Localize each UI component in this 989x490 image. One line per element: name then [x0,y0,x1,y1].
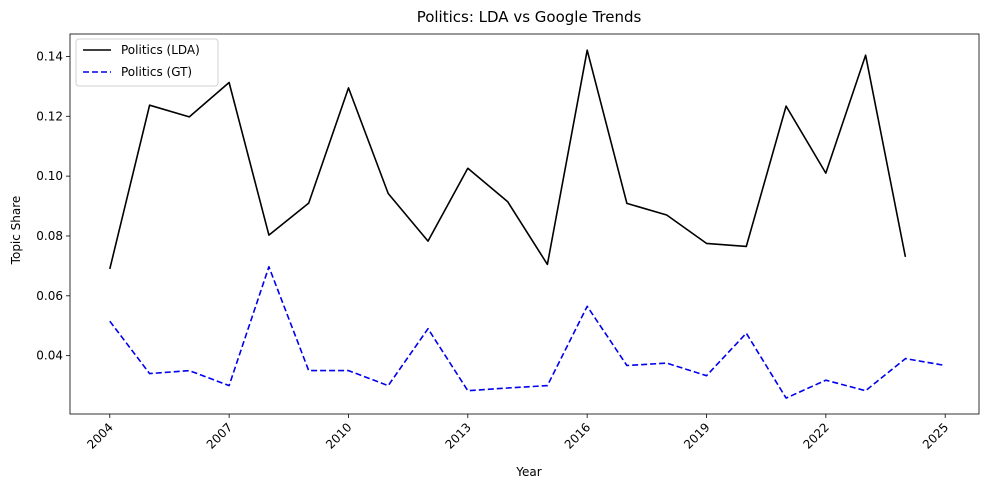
y-tick-label: 0.14 [36,49,63,63]
x-axis-label: Year [515,465,541,479]
chart-title: Politics: LDA vs Google Trends [417,8,642,26]
series-line-1 [109,265,946,399]
legend-box [75,38,219,87]
y-axis-label: Topic Share [9,196,23,266]
plot-area [69,33,980,415]
x-tick-label: 2013 [442,420,473,451]
legend-label-gt: Politics (GT) [121,65,192,79]
series-layer [109,49,946,399]
y-tick-label: 0.10 [36,169,63,183]
y-tick-label: 0.08 [36,229,63,243]
y-tick-label: 0.06 [36,289,63,303]
y-tick-label: 0.12 [36,109,63,123]
series-line-0 [109,49,907,270]
x-tick-label: 2022 [800,420,831,451]
x-tick-label: 2007 [204,420,235,451]
x-tick-label: 2010 [323,420,354,451]
legend: Politics (LDA) Politics (GT) [75,38,219,87]
y-axis: 0.04 0.06 0.08 0.10 0.12 0.14 [36,49,70,363]
x-tick-label: 2004 [84,420,115,451]
x-tick-label: 2025 [920,420,951,451]
x-tick-label: 2016 [562,420,593,451]
x-tick-label: 2019 [681,420,712,451]
x-axis: 2004 2007 2010 2013 2016 2019 2022 2025 [84,414,951,452]
y-tick-label: 0.04 [36,349,63,363]
legend-label-lda: Politics (LDA) [121,43,200,57]
